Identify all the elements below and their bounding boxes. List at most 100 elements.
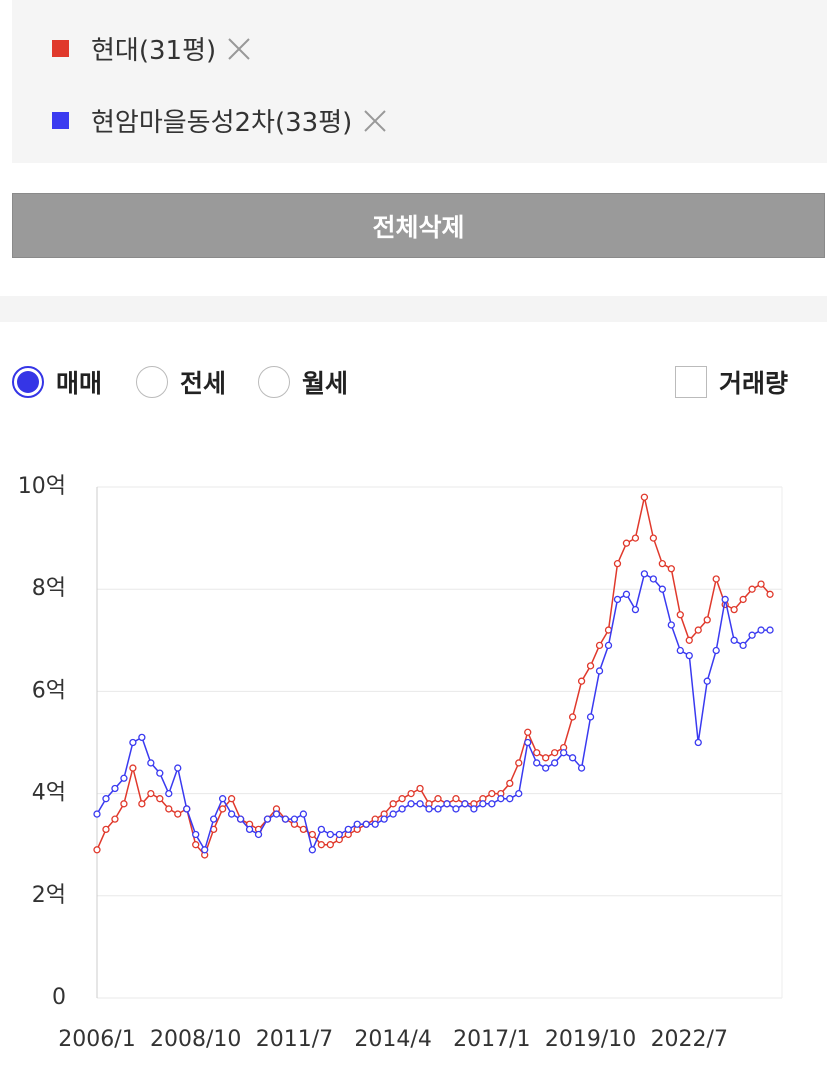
data-point: [407, 800, 415, 808]
data-point: [147, 789, 155, 798]
data-point: [640, 570, 649, 578]
data-point: [676, 646, 684, 655]
data-point: [434, 795, 442, 803]
data-point: [551, 759, 559, 767]
x-tick-label: 2019/10: [545, 1027, 636, 1052]
x-tick-label: 2008/10: [150, 1027, 241, 1052]
legend-panel: 현대(31평) 현암마을동성2차(33평): [12, 0, 827, 163]
chart: 0 2억 4억 6억 8억 10억 2006/1 2008/10 2011/7 2014/4 201…: [18, 474, 783, 1052]
data-point: [748, 631, 756, 639]
radio-option[interactable]: 월세: [258, 364, 348, 400]
data-point: [766, 590, 774, 598]
data-point: [712, 575, 720, 583]
data-point: [542, 764, 550, 772]
data-point: [497, 795, 505, 803]
data-point: [559, 749, 568, 757]
data-point: [685, 636, 693, 644]
data-point: [434, 805, 442, 813]
data-point: [676, 611, 684, 619]
data-point: [263, 815, 272, 823]
data-point: [488, 800, 496, 808]
data-point: [595, 667, 604, 675]
legend-item: 현대(31평): [52, 30, 252, 67]
x-tick-label: 2017/1: [453, 1027, 530, 1052]
data-point: [613, 595, 622, 604]
legend-swatch: [52, 112, 69, 129]
data-point: [739, 641, 747, 650]
data-point: [577, 677, 586, 685]
data-point: [622, 590, 631, 598]
data-point: [533, 749, 541, 757]
data-point: [299, 825, 308, 834]
data-point: [452, 805, 460, 813]
data-point: [694, 626, 702, 634]
radio[interactable]: [12, 366, 44, 398]
data-point: [308, 830, 317, 839]
x-tick-label: 2014/4: [354, 1027, 431, 1052]
data-point: [748, 585, 756, 593]
data-point: [524, 728, 532, 736]
radio[interactable]: [258, 366, 290, 398]
data-point: [479, 800, 487, 808]
data-point: [218, 795, 227, 803]
remove-icon[interactable]: [362, 108, 388, 134]
data-point: [165, 805, 173, 813]
data-point: [236, 815, 245, 823]
remove-icon[interactable]: [226, 36, 252, 62]
radio-option[interactable]: 전세: [136, 364, 226, 400]
data-point: [371, 820, 379, 828]
data-point: [165, 789, 173, 798]
separator: [0, 296, 827, 322]
y-tick-label: 6억: [32, 678, 66, 703]
data-point: [93, 810, 101, 818]
data-point: [210, 815, 218, 823]
data-point: [721, 595, 729, 604]
data-point: [201, 846, 209, 854]
y-tick-label: 8억: [32, 576, 66, 601]
x-tick-label: 2022/7: [651, 1027, 728, 1052]
data-point: [712, 646, 720, 655]
data-point: [245, 825, 254, 834]
data-point: [631, 534, 640, 542]
data-point: [667, 565, 675, 573]
radio[interactable]: [136, 366, 168, 398]
data-point: [129, 764, 137, 772]
data-point: [685, 651, 693, 660]
legend-label: 현대(31평): [91, 36, 217, 66]
data-point: [156, 795, 164, 803]
checkbox[interactable]: [675, 366, 707, 398]
data-point: [604, 641, 613, 650]
data-point: [425, 805, 433, 813]
data-point: [272, 810, 281, 818]
data-point: [568, 754, 577, 762]
data-point: [353, 820, 361, 828]
data-point: [281, 815, 290, 823]
data-point: [227, 810, 236, 818]
data-point: [398, 795, 406, 803]
data-point: [102, 825, 110, 834]
volume-checkbox[interactable]: 거래량: [675, 364, 788, 400]
data-point: [120, 800, 128, 808]
data-point: [317, 825, 325, 834]
data-point: [138, 733, 146, 742]
y-tick-label: 4억: [32, 781, 66, 806]
data-point: [515, 789, 523, 798]
data-point: [147, 759, 155, 767]
data-point: [461, 800, 469, 808]
radio-option[interactable]: 매매: [12, 364, 102, 400]
checkbox-label: 거래량: [719, 369, 789, 398]
data-point: [533, 759, 541, 767]
data-point: [362, 820, 370, 828]
data-point: [398, 805, 406, 813]
data-point: [138, 800, 146, 808]
data-point: [183, 805, 191, 813]
legend-label: 현암마을동성2차(33평): [91, 108, 353, 138]
data-point: [344, 825, 352, 834]
data-point: [389, 810, 397, 818]
data-point: [111, 815, 119, 823]
data-point: [129, 738, 137, 747]
data-point: [506, 795, 514, 803]
data-point: [631, 605, 640, 614]
data-point: [658, 560, 666, 568]
delete-all-button[interactable]: 전체삭제: [12, 193, 825, 258]
